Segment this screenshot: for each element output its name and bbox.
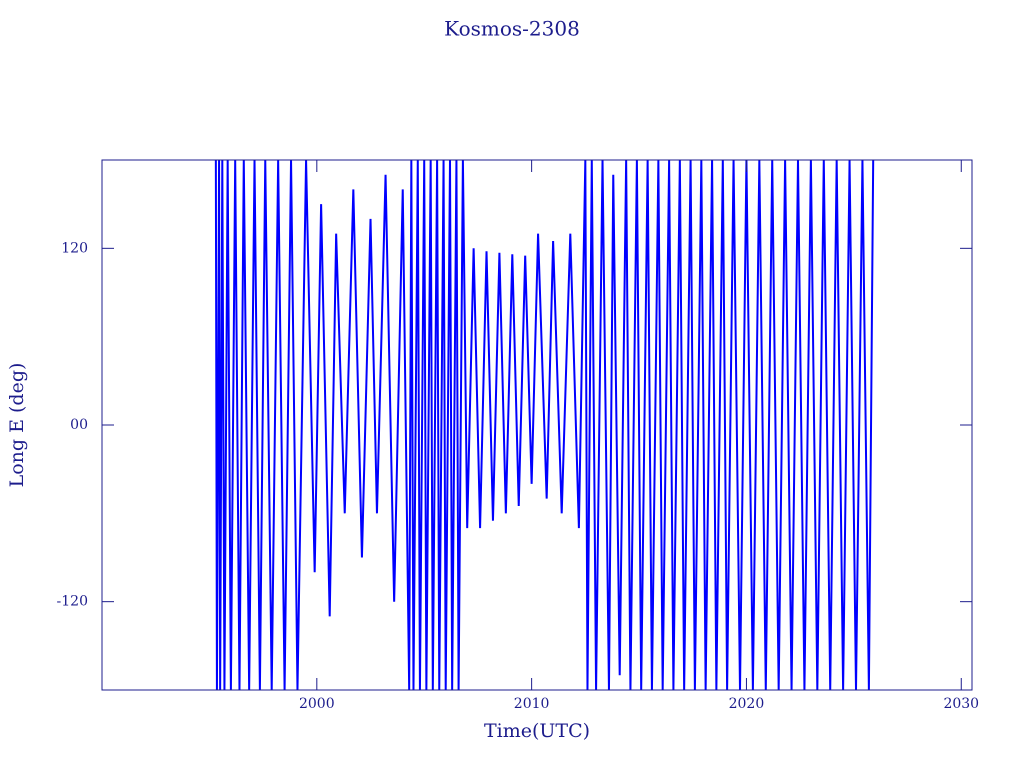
x-tick-label: 2000 <box>299 696 335 712</box>
x-tick-label: 2010 <box>514 696 550 712</box>
data-line <box>214 159 875 691</box>
x-tick-label: 2020 <box>729 696 765 712</box>
y-tick-label: -120 <box>57 594 88 610</box>
y-tick-label: 120 <box>61 240 88 256</box>
y-axis-label: Long E (deg) <box>6 363 28 488</box>
x-axis-label: Time(UTC) <box>484 720 590 742</box>
x-tick-label: 2030 <box>943 696 979 712</box>
plot-area <box>214 159 875 691</box>
y-tick-label: 00 <box>70 417 88 433</box>
chart-title: Kosmos-2308 <box>444 17 580 41</box>
